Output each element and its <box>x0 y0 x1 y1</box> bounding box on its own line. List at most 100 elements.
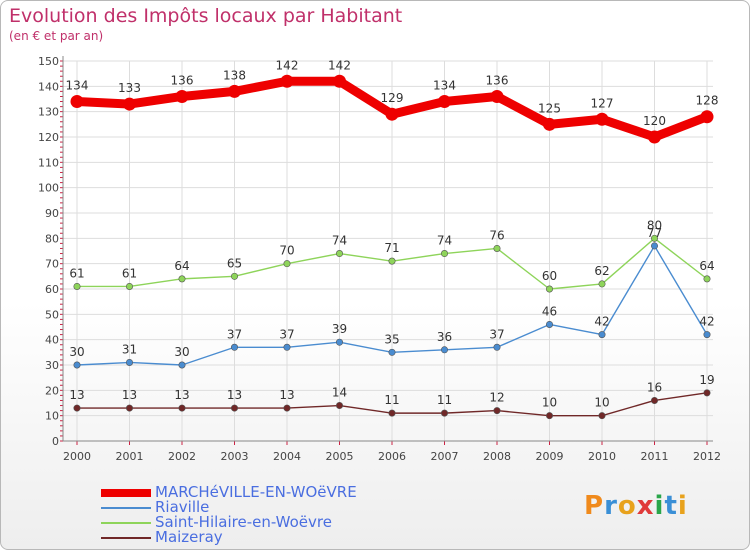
proxiti-logo[interactable]: Proxiti <box>584 491 688 521</box>
data-point-maizeray <box>335 402 343 410</box>
y-tick-label: 90 <box>45 207 59 220</box>
data-label-march-ville-en-wo-vre: 134 <box>433 79 456 93</box>
x-tick-label: 2009 <box>536 450 564 463</box>
x-tick-label: 2001 <box>116 450 144 463</box>
data-point-saint-hilaire-en-wo-vre <box>545 285 553 293</box>
y-tick-label: 100 <box>38 182 59 195</box>
data-label-saint-hilaire-en-wo-vre: 61 <box>122 266 137 280</box>
data-point-march-ville-en-wo-vre <box>648 130 661 144</box>
x-tick-label: 2010 <box>588 450 616 463</box>
y-tick-label: 0 <box>52 435 59 448</box>
data-point-march-ville-en-wo-vre <box>385 107 399 121</box>
data-point-march-ville-en-wo-vre <box>228 84 241 98</box>
x-tick-label: 2005 <box>326 450 354 463</box>
data-point-saint-hilaire-en-wo-vre <box>388 257 396 265</box>
data-point-maizeray <box>493 407 501 415</box>
data-point-saint-hilaire-en-wo-vre <box>650 234 658 242</box>
data-label-march-ville-en-wo-vre: 142 <box>276 58 299 72</box>
x-tick-label: 2012 <box>693 450 721 463</box>
data-point-maizeray <box>73 404 81 412</box>
data-label-march-ville-en-wo-vre: 136 <box>171 73 194 87</box>
data-label-march-ville-en-wo-vre: 120 <box>643 114 666 128</box>
data-point-march-ville-en-wo-vre <box>175 89 189 103</box>
legend-label: Saint-Hilaire-en-Woëvre <box>155 513 332 531</box>
data-point-march-ville-en-wo-vre <box>280 74 294 88</box>
x-tick-label: 2007 <box>431 450 459 463</box>
data-label-maizeray: 13 <box>227 388 242 402</box>
data-label-saint-hilaire-en-wo-vre: 61 <box>69 266 84 280</box>
data-label-maizeray: 12 <box>489 391 504 405</box>
y-tick-label: 130 <box>38 106 59 119</box>
data-point-riaville <box>650 242 658 250</box>
legend-item: Maizeray <box>101 530 357 545</box>
data-label-march-ville-en-wo-vre: 134 <box>66 79 89 93</box>
legend-label: Riaville <box>155 498 210 516</box>
data-label-march-ville-en-wo-vre: 129 <box>381 91 404 105</box>
data-label-saint-hilaire-en-wo-vre: 62 <box>594 264 609 278</box>
data-point-march-ville-en-wo-vre <box>333 74 346 88</box>
data-label-saint-hilaire-en-wo-vre: 70 <box>279 244 294 258</box>
y-tick-label: 80 <box>45 232 59 245</box>
data-point-saint-hilaire-en-wo-vre <box>598 280 606 288</box>
data-label-saint-hilaire-en-wo-vre: 74 <box>437 234 452 248</box>
legend-label: Maizeray <box>155 528 223 546</box>
data-point-riaville <box>703 331 711 339</box>
y-tick-label: 10 <box>45 410 59 423</box>
data-label-maizeray: 11 <box>437 393 452 407</box>
y-tick-label: 110 <box>38 156 59 169</box>
y-tick-label: 50 <box>45 308 59 321</box>
x-tick-label: 2002 <box>168 450 196 463</box>
legend-item: MARCHéVILLE-EN-WOëVRE <box>101 485 357 500</box>
legend-label: MARCHéVILLE-EN-WOëVRE <box>155 483 357 501</box>
data-point-maizeray <box>283 404 291 412</box>
data-point-march-ville-en-wo-vre <box>595 112 609 126</box>
data-label-riaville: 42 <box>699 315 714 329</box>
x-tick-label: 2003 <box>221 450 249 463</box>
data-point-march-ville-en-wo-vre <box>123 97 136 111</box>
data-point-saint-hilaire-en-wo-vre <box>126 282 134 290</box>
data-point-march-ville-en-wo-vre <box>490 89 504 103</box>
data-label-saint-hilaire-en-wo-vre: 60 <box>542 269 557 283</box>
data-label-saint-hilaire-en-wo-vre: 71 <box>384 241 399 255</box>
data-point-maizeray <box>703 389 711 397</box>
data-point-saint-hilaire-en-wo-vre <box>73 282 81 290</box>
data-point-maizeray <box>231 404 239 412</box>
data-label-maizeray: 11 <box>384 393 399 407</box>
data-label-riaville: 35 <box>384 332 399 346</box>
data-label-march-ville-en-wo-vre: 133 <box>118 81 141 95</box>
chart-subtitle: (en € et par an) <box>9 29 104 43</box>
data-point-march-ville-en-wo-vre <box>70 95 84 109</box>
data-label-march-ville-en-wo-vre: 138 <box>223 68 246 82</box>
data-label-riaville: 37 <box>279 327 294 341</box>
data-label-riaville: 30 <box>69 345 84 359</box>
data-label-saint-hilaire-en-wo-vre: 64 <box>174 259 189 273</box>
data-label-saint-hilaire-en-wo-vre: 64 <box>699 259 714 273</box>
data-label-maizeray: 10 <box>594 396 609 410</box>
data-point-saint-hilaire-en-wo-vre <box>703 275 711 283</box>
data-label-riaville: 39 <box>332 322 347 336</box>
data-label-march-ville-en-wo-vre: 136 <box>486 73 509 87</box>
legend-swatch <box>101 521 151 524</box>
logo-letter: r <box>604 491 618 521</box>
chart-title: Evolution des Impôts locaux par Habitant <box>9 5 403 27</box>
data-point-riaville <box>126 358 134 366</box>
data-point-saint-hilaire-en-wo-vre <box>231 272 239 280</box>
logo-letter: P <box>584 491 605 521</box>
data-point-riaville <box>440 346 448 354</box>
data-label-riaville: 77 <box>647 226 662 240</box>
data-point-riaville <box>73 361 81 369</box>
legend-item: Riaville <box>101 500 357 515</box>
data-label-maizeray: 19 <box>699 373 714 387</box>
data-label-maizeray: 14 <box>332 386 347 400</box>
data-point-saint-hilaire-en-wo-vre <box>178 275 186 283</box>
data-point-riaville <box>545 320 553 328</box>
y-tick-label: 30 <box>45 359 59 372</box>
x-tick-label: 2008 <box>483 450 511 463</box>
data-point-riaville <box>493 343 501 351</box>
data-label-march-ville-en-wo-vre: 127 <box>591 96 614 110</box>
y-tick-label: 60 <box>45 283 59 296</box>
data-point-riaville <box>231 343 239 351</box>
y-tick-label: 40 <box>45 334 59 347</box>
data-label-riaville: 42 <box>594 315 609 329</box>
